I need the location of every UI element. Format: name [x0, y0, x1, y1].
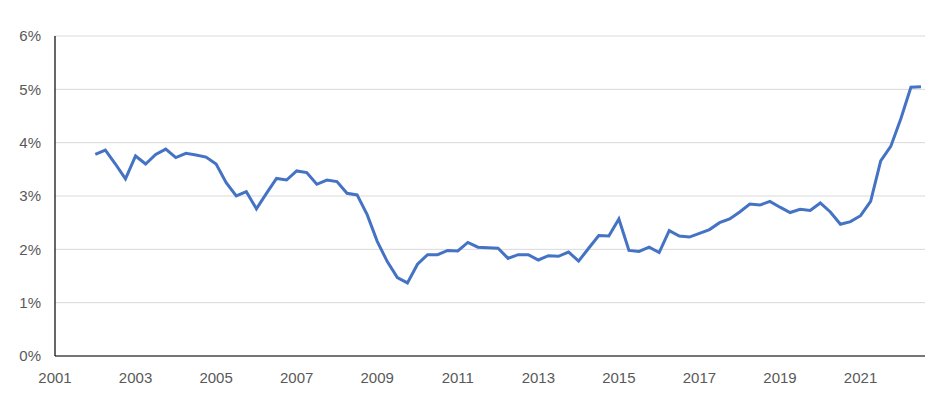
- svg-text:2015: 2015: [602, 369, 635, 386]
- svg-text:3%: 3%: [19, 187, 41, 204]
- svg-text:2017: 2017: [683, 369, 716, 386]
- svg-text:0%: 0%: [19, 347, 41, 364]
- svg-text:2005: 2005: [199, 369, 232, 386]
- svg-text:1%: 1%: [19, 294, 41, 311]
- svg-text:2009: 2009: [361, 369, 394, 386]
- svg-text:5%: 5%: [19, 81, 41, 98]
- svg-text:2001: 2001: [38, 369, 71, 386]
- svg-text:4%: 4%: [19, 134, 41, 151]
- svg-text:2019: 2019: [763, 369, 796, 386]
- svg-text:2007: 2007: [280, 369, 313, 386]
- svg-text:2013: 2013: [522, 369, 555, 386]
- svg-text:2011: 2011: [442, 369, 474, 386]
- svg-text:6%: 6%: [19, 27, 41, 44]
- svg-text:2021: 2021: [844, 369, 877, 386]
- svg-text:2003: 2003: [119, 369, 152, 386]
- svg-text:2%: 2%: [19, 241, 41, 258]
